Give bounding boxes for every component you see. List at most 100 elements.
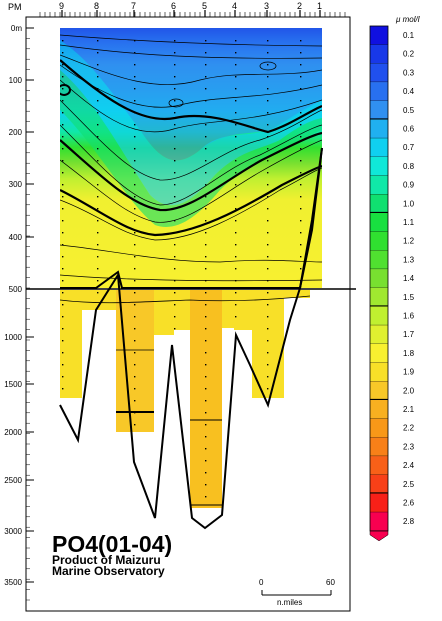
sample-dot — [235, 196, 237, 198]
chart-title: PO4(01-04) — [52, 531, 173, 557]
sample-dot — [267, 292, 269, 294]
colorbar-swatch — [370, 100, 388, 120]
colorbar-swatch — [370, 287, 388, 307]
depth-label: 3500 — [4, 578, 22, 587]
sample-dot — [174, 268, 176, 270]
sample-dot — [205, 208, 207, 210]
sample-dot — [267, 88, 269, 90]
sample-dot — [134, 256, 136, 258]
colorbar-label: 1.2 — [403, 237, 415, 246]
sample-dot — [62, 52, 64, 54]
colorbar-label: 2.0 — [403, 386, 415, 395]
sample-dot — [235, 136, 237, 138]
station-label: 5 — [202, 1, 207, 11]
sample-dot — [235, 148, 237, 150]
station-label: 2 — [297, 1, 302, 11]
sample-dot — [205, 184, 207, 186]
colorbar-swatch — [370, 44, 388, 64]
sample-dot — [267, 304, 269, 306]
sample-dot — [235, 88, 237, 90]
sample-dot — [134, 400, 136, 402]
colorbar-label: 0.9 — [403, 181, 415, 190]
sample-dot — [174, 328, 176, 330]
sample-dot — [62, 280, 64, 282]
colorbar-label: 0.4 — [403, 87, 415, 96]
sample-dot — [134, 244, 136, 246]
colorbar-swatch — [370, 437, 388, 457]
sample-dot — [205, 52, 207, 54]
sample-dot — [97, 64, 99, 66]
sample-dot — [97, 124, 99, 126]
sample-dot — [300, 160, 302, 162]
sample-dot — [97, 76, 99, 78]
sample-dot — [134, 412, 136, 414]
sample-dot — [205, 340, 207, 342]
sample-dot — [205, 256, 207, 258]
scale-unit: n.miles — [277, 598, 302, 607]
depth-label: 200 — [9, 128, 23, 137]
sample-dot — [62, 328, 64, 330]
sample-dot — [267, 208, 269, 210]
sample-dot — [300, 244, 302, 246]
sample-dot — [97, 40, 99, 42]
colorbar-swatch — [370, 26, 388, 45]
sample-dot — [134, 52, 136, 54]
sample-dot — [300, 208, 302, 210]
colorbar-swatch — [370, 493, 388, 513]
sample-dot — [205, 376, 207, 378]
sample-dot — [300, 112, 302, 114]
sample-dot — [267, 352, 269, 354]
sample-dot — [174, 184, 176, 186]
sample-dot — [97, 244, 99, 246]
depth-label: 100 — [9, 76, 23, 85]
sample-dot — [235, 304, 237, 306]
sample-dot — [205, 100, 207, 102]
colorbar-label: 2.4 — [403, 461, 415, 470]
eddy-blue — [259, 61, 277, 71]
eddy-cyan — [168, 98, 184, 108]
colorbar-label: 0.8 — [403, 162, 415, 171]
sample-dot — [62, 232, 64, 234]
sample-dot — [97, 100, 99, 102]
sample-dot — [300, 136, 302, 138]
sample-dot — [300, 52, 302, 54]
colorbar-label: 1.1 — [403, 218, 415, 227]
sample-dot — [267, 268, 269, 270]
sample-dot — [205, 424, 207, 426]
sample-dot — [62, 184, 64, 186]
sample-dot — [134, 388, 136, 390]
sample-dot — [267, 64, 269, 66]
sample-dot — [205, 316, 207, 318]
sample-dot — [134, 184, 136, 186]
sample-dot — [62, 340, 64, 342]
depth-label: 300 — [9, 180, 23, 189]
colorbar-label: 0.1 — [403, 31, 415, 40]
sample-dot — [62, 376, 64, 378]
sample-dot — [134, 364, 136, 366]
colorbar-swatch — [370, 138, 388, 157]
sample-dot — [205, 292, 207, 294]
colorbar-border — [369, 25, 389, 532]
sample-dot — [62, 112, 64, 114]
sample-dot — [62, 100, 64, 102]
sample-dot — [300, 64, 302, 66]
sample-dot — [62, 40, 64, 42]
sample-dot — [205, 280, 207, 282]
sample-dot — [97, 220, 99, 222]
colorbar-swatch — [370, 456, 388, 475]
sample-dot — [267, 244, 269, 246]
sample-dot — [267, 148, 269, 150]
sample-dot — [174, 232, 176, 234]
sample-dot — [62, 196, 64, 198]
sample-dot — [267, 172, 269, 174]
colorbar-label: 1.9 — [403, 368, 415, 377]
sample-dot — [300, 40, 302, 42]
sample-dot — [235, 160, 237, 162]
sample-dot — [174, 244, 176, 246]
sample-dot — [174, 64, 176, 66]
sample-dot — [267, 232, 269, 234]
colorbar-swatch — [370, 63, 388, 83]
colorbar-swatch — [370, 474, 388, 494]
colorbar-swatch — [370, 512, 388, 531]
sample-dot — [174, 112, 176, 114]
